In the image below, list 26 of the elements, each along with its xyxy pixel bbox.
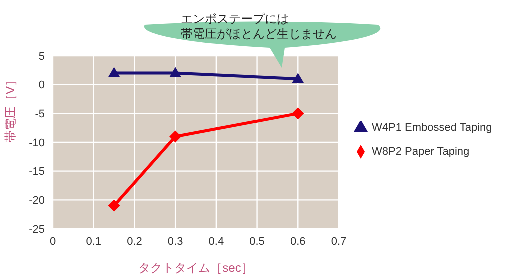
legend-label: W8P2 Paper Taping xyxy=(372,146,470,158)
y-tick-label: 0 xyxy=(38,80,45,92)
point xyxy=(170,130,182,143)
point xyxy=(108,200,120,212)
x-tick-label: 0.6 xyxy=(290,236,306,248)
point xyxy=(108,67,120,78)
x-tick-label: 0.2 xyxy=(127,236,142,248)
y-tick-label: -25 xyxy=(29,224,45,236)
text: エンボステープには帯電圧がほとんど生じません xyxy=(181,12,337,41)
point xyxy=(292,73,304,84)
point xyxy=(170,67,182,78)
x-axis-title: タクトタイム［sec］ xyxy=(138,261,254,275)
y-axis-title: 帯電圧［V］ xyxy=(3,74,18,142)
x-tick-label: 0.7 xyxy=(331,236,347,248)
legend-label: W4P1 Embossed Taping xyxy=(372,122,492,134)
y-tick-label: 5 xyxy=(38,50,45,63)
x-tick-label: 0.3 xyxy=(168,236,184,248)
y-tick-label: -10 xyxy=(29,137,45,150)
x-tick-label: 0.1 xyxy=(86,236,102,248)
y-tick-label: -15 xyxy=(29,166,45,178)
x-tick-label: 0 xyxy=(50,236,56,248)
point xyxy=(292,108,304,120)
y-tick-label: -20 xyxy=(29,195,45,208)
x-tick-label: 0.4 xyxy=(208,236,224,248)
y-tick-label: -5 xyxy=(35,108,45,121)
x-tick-label: 0.5 xyxy=(250,236,265,248)
